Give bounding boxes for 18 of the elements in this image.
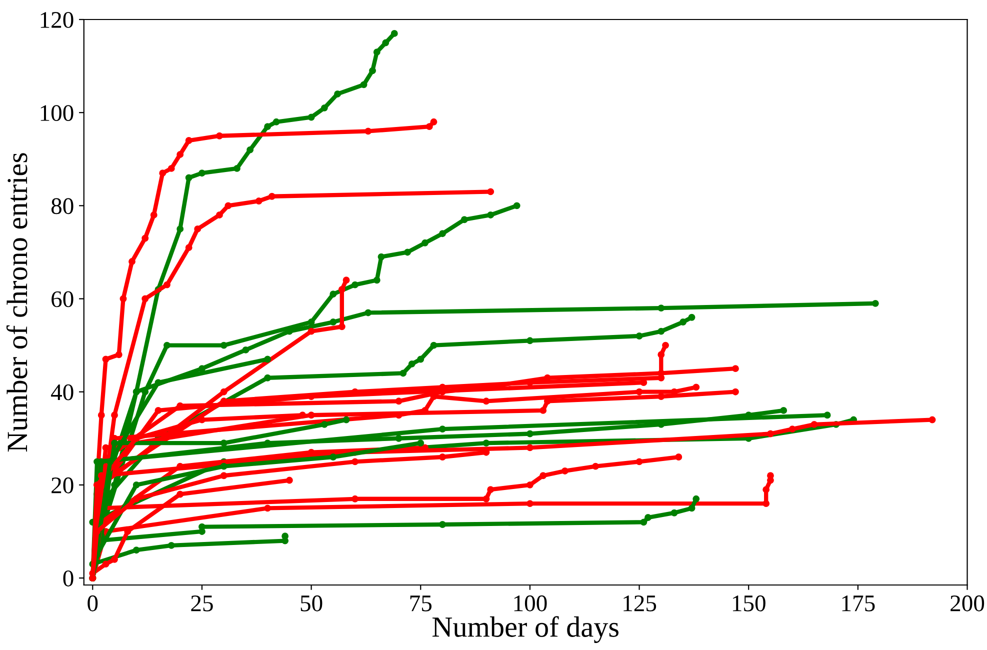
x-tick-label: 100 (514, 595, 547, 612)
y-tick-label: 0 (63, 570, 74, 586)
x-tick-label: 150 (732, 595, 766, 612)
y-axis-title: Number of chrono entries (6, 153, 28, 452)
y-tick-label: 80 (51, 198, 74, 214)
y-tick-label: 60 (52, 291, 74, 308)
x-axis-title: Number of days (432, 616, 618, 643)
x-tick-label: 50 (300, 595, 322, 612)
x-tick-label: 75 (410, 596, 432, 612)
x-tick-label: 25 (191, 595, 213, 612)
x-tick-label: 0 (88, 595, 98, 612)
x-tick-label: 125 (624, 595, 656, 612)
y-tick-label: 40 (51, 384, 74, 400)
y-tick-label: 20 (52, 477, 74, 494)
y-tick-label: 120 (40, 12, 74, 28)
y-tick-label: 100 (40, 105, 74, 122)
x-tick-label: 175 (842, 596, 875, 612)
x-tick-label: 200 (950, 595, 984, 612)
